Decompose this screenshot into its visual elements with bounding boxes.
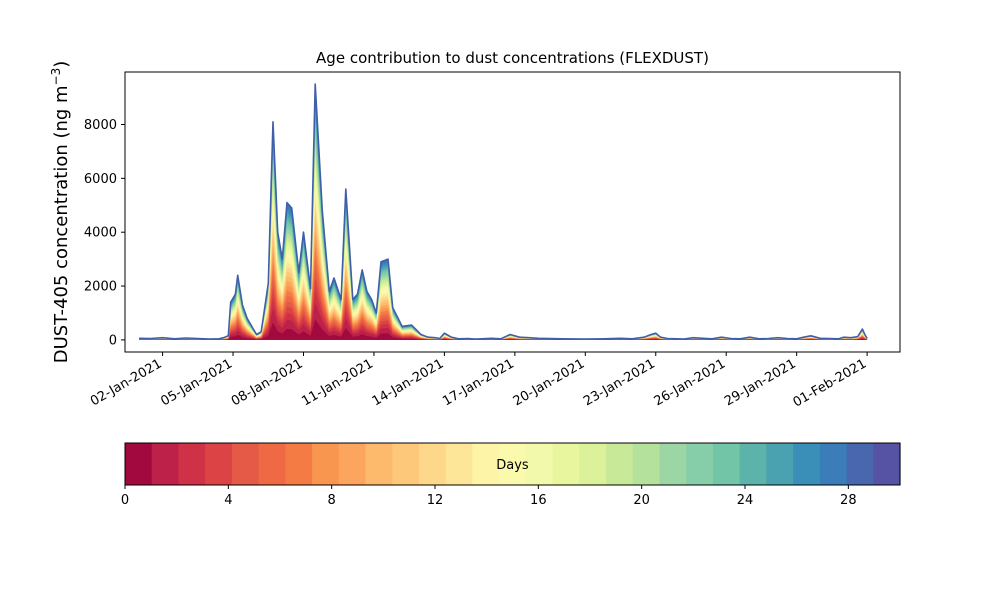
colorbar-swatch (125, 443, 153, 485)
colorbar-swatch (766, 443, 794, 485)
age-layer-25 (139, 95, 868, 340)
x-tick-label: 05-Jan-2021 (158, 356, 235, 409)
y-tick-label: 4000 (84, 226, 117, 241)
colorbar-swatch (525, 443, 554, 485)
colorbar-swatch (659, 443, 687, 485)
colorbar-swatch (285, 443, 313, 485)
colorbar-swatch (873, 443, 901, 485)
colorbar-tick-label: 16 (530, 493, 547, 508)
colorbar-swatch (392, 443, 420, 485)
colorbar-swatch (445, 443, 474, 485)
colorbar-swatch (258, 443, 286, 485)
colorbar-swatch (151, 443, 180, 485)
age-layer-23 (139, 109, 868, 340)
age-layer-0 (139, 319, 868, 340)
y-axis-label-close: ) (51, 61, 72, 68)
age-layer-18 (139, 147, 868, 340)
colorbar-swatch (686, 443, 714, 485)
stacked-area-layers (139, 84, 868, 340)
colorbar-swatch (472, 443, 500, 485)
colorbar-swatch (418, 443, 447, 485)
colorbar-tick-label: 28 (840, 493, 857, 508)
colorbar-swatch (579, 443, 607, 485)
age-layer-21 (139, 124, 868, 340)
y-axis-label-sup: −3 (49, 68, 63, 86)
colorbar-tick-label: 12 (427, 493, 444, 508)
plot-frame (124, 71, 901, 353)
age-layer-14 (139, 178, 868, 340)
colorbar-swatch (793, 443, 821, 485)
colorbar: Days 0 4 8 12 16 20 24 28 (121, 442, 901, 508)
age-layer-19 (139, 139, 868, 340)
colorbar-tick-label: 0 (121, 493, 129, 508)
y-tick-label: 8000 (84, 118, 117, 133)
age-layer-15 (139, 170, 868, 340)
total-line (139, 83, 868, 340)
colorbar-swatch (846, 443, 874, 485)
colorbar-tick-label: 20 (633, 493, 650, 508)
x-tick-label: 02-Jan-2021 (88, 356, 165, 409)
colorbar-swatch (231, 443, 260, 485)
colorbar-swatch (205, 443, 233, 485)
chart-title: Age contribution to dust concentrations … (316, 49, 709, 67)
age-layer-26 (139, 88, 868, 340)
x-tick-label: 17-Jan-2021 (440, 356, 517, 409)
total-line-group (139, 83, 868, 340)
colorbar-swatch (712, 443, 741, 485)
age-layer-17 (139, 154, 868, 340)
colorbar-swatch (365, 443, 393, 485)
colorbar-swatch (552, 443, 580, 485)
y-tick-label: 6000 (84, 172, 117, 187)
age-layer-24 (139, 102, 868, 340)
colorbar-swatch (499, 443, 527, 485)
colorbar-swatch (338, 443, 367, 485)
colorbar-tick-label: 4 (224, 493, 232, 508)
x-axis: 02-Jan-202105-Jan-202108-Jan-202111-Jan-… (88, 352, 869, 410)
x-tick-label: 01-Feb-2021 (791, 356, 870, 410)
age-layer-27 (139, 84, 868, 340)
y-axis-label: DUST-405 concentration (ng m−3) (49, 61, 72, 364)
colorbar-tick-label: 24 (737, 493, 754, 508)
x-tick-label: 29-Jan-2021 (722, 356, 799, 409)
age-layer-22 (139, 117, 868, 340)
age-layer-20 (139, 131, 868, 340)
colorbar-swatch (606, 443, 634, 485)
x-tick-label: 14-Jan-2021 (370, 356, 447, 409)
y-tick-label: 0 (109, 333, 117, 348)
age-layer-28 (139, 84, 868, 340)
age-layer-12 (139, 194, 868, 340)
y-axis: 0 2000 4000 6000 8000 (84, 118, 125, 348)
colorbar-swatch (632, 443, 661, 485)
x-tick-label: 20-Jan-2021 (511, 356, 588, 409)
colorbar-swatch (819, 443, 848, 485)
x-tick-label: 08-Jan-2021 (229, 356, 306, 409)
colorbar-label: Days (496, 458, 529, 473)
x-tick-label: 23-Jan-2021 (581, 356, 658, 409)
age-layer-13 (139, 186, 868, 340)
colorbar-frame (124, 442, 901, 486)
x-tick-label: 11-Jan-2021 (299, 356, 376, 409)
y-axis-label-main: DUST-405 concentration (ng m (51, 85, 72, 363)
age-layer-16 (139, 162, 868, 340)
colorbar-tick-label: 8 (328, 493, 336, 508)
x-tick-label: 26-Jan-2021 (652, 356, 729, 409)
colorbar-swatch (178, 443, 206, 485)
colorbar-swatch (312, 443, 340, 485)
colorbar-swatch (739, 443, 767, 485)
y-tick-label: 2000 (84, 280, 117, 295)
